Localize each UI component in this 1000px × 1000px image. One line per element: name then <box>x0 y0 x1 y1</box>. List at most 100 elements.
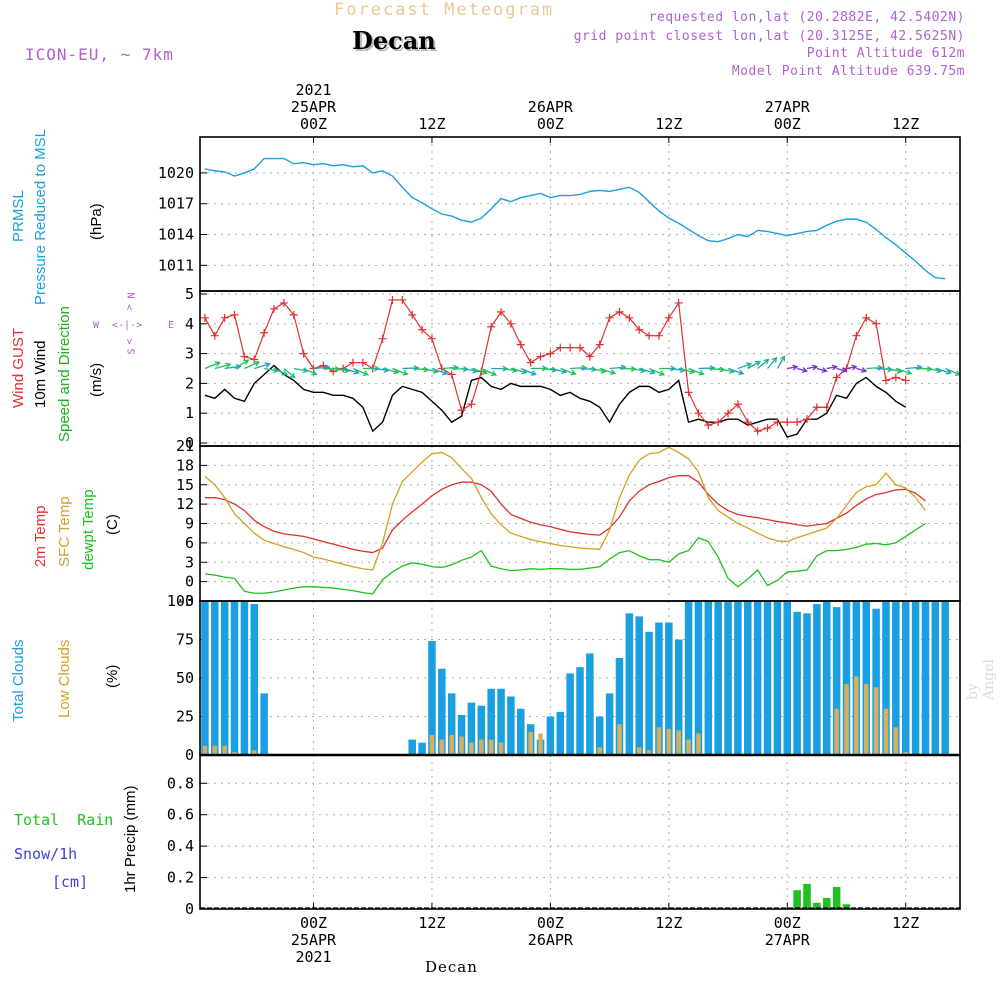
total-cloud-bar <box>882 601 890 755</box>
total-cloud-bar <box>438 668 446 755</box>
rain-bar <box>823 898 831 909</box>
precip-snow-label: Snow/1h <box>14 845 78 863</box>
wind-direction-arrow <box>727 367 745 376</box>
gust-marker <box>546 349 555 358</box>
low-cloud-bar <box>873 687 879 755</box>
total-cloud-bar <box>773 601 782 755</box>
total-cloud-bar <box>753 601 762 755</box>
precip-rain-label: Total Rain <box>14 811 114 829</box>
low-cloud-bar <box>863 684 869 755</box>
y-tick-label: 1 <box>185 404 194 422</box>
wind-direction-arrow <box>560 367 577 376</box>
total-cloud-bar <box>428 641 436 755</box>
y-tick-label: 2 <box>185 374 194 392</box>
bottom-time-label: 25APR <box>291 931 337 949</box>
y-tick-label: 5 <box>185 285 194 303</box>
total-cloud-bar <box>655 622 663 755</box>
gust-marker <box>457 406 466 415</box>
y-tick-label: 0 <box>185 573 194 591</box>
total-cloud-bar <box>586 653 594 755</box>
gust-marker <box>408 310 417 319</box>
total-cloud-bar <box>447 693 456 755</box>
bottom-time-label: 12Z <box>655 914 682 932</box>
compass-e: E <box>168 320 175 331</box>
low-cloud-bar <box>232 751 237 755</box>
gust-marker <box>615 307 624 316</box>
wind-direction-arrow <box>293 367 309 374</box>
gust-marker <box>852 331 861 340</box>
model-name: ICON-EU, ~ 7km <box>25 45 174 64</box>
y-tick-label: 18 <box>176 456 194 474</box>
low-cloud-bar <box>617 724 622 755</box>
gust-marker <box>832 373 841 382</box>
gust-marker <box>378 334 387 343</box>
total-cloud-bar <box>724 601 732 755</box>
y-tick-label: 0.4 <box>167 837 194 855</box>
wind-direction-arrow <box>244 360 261 370</box>
gust-marker <box>714 418 723 427</box>
low-cloud-bar <box>449 734 454 755</box>
y-tick-label: 3 <box>185 345 194 363</box>
y-tick-label: 0 <box>185 746 194 764</box>
total-cloud-bar <box>734 601 742 755</box>
low-cloud-bar <box>854 676 859 755</box>
low-cloud-bar <box>883 708 889 755</box>
total-cloud-bar <box>240 601 249 755</box>
gust-marker <box>398 295 407 304</box>
top-time-label: 12Z <box>655 115 682 133</box>
wind-direction-arrow <box>816 367 828 373</box>
wind-gust-label: Wind GUST <box>10 327 27 408</box>
low-cloud-bar <box>844 684 849 755</box>
total-cloud-bar <box>714 601 722 755</box>
total-cloud-bar <box>921 601 930 755</box>
total-cloud-bar <box>684 601 693 755</box>
gust-marker <box>467 400 476 409</box>
gust-marker <box>230 310 239 319</box>
total-cloud-bar <box>497 688 505 755</box>
gust-marker <box>576 343 584 352</box>
location-title: Decan <box>352 26 436 55</box>
gust-marker <box>210 331 219 340</box>
wind-direction-arrow <box>796 367 809 373</box>
total-cloud-bar <box>220 601 229 755</box>
wind-direction-arrow <box>254 362 271 370</box>
rain-bar <box>803 883 811 909</box>
precip-snow-unit: [cm] <box>52 873 89 891</box>
total-cloud-bar <box>507 696 515 755</box>
rain-bar <box>842 904 851 909</box>
gust-marker <box>872 319 881 328</box>
gust-marker <box>289 310 298 319</box>
temp-2m-label: 2m Temp <box>32 505 49 567</box>
gust-marker <box>901 376 910 385</box>
wind-direction-arrow <box>303 367 318 376</box>
wind-direction-arrow <box>856 367 868 373</box>
y-tick-label: 6 <box>185 534 194 552</box>
total-cloud-bar <box>803 613 811 755</box>
gust-marker <box>793 418 802 427</box>
gust-marker <box>506 319 515 328</box>
point-altitude: Point Altitude 612m <box>806 46 965 61</box>
gust-marker <box>664 313 673 322</box>
wind-direction-arrow <box>431 367 449 376</box>
top-time-label: 00Z <box>537 115 564 133</box>
y-tick-label: 75 <box>176 631 194 649</box>
total-cloud-bar <box>744 601 752 755</box>
gust-marker <box>566 343 575 352</box>
gust-marker <box>516 340 525 349</box>
gust-marker <box>654 331 663 340</box>
wind-direction-arrow <box>471 367 489 375</box>
gust-marker <box>200 313 209 322</box>
wind-direction-arrow <box>639 367 656 375</box>
total-cloud-bar <box>645 631 653 755</box>
pressure-label-1: PRMSL <box>10 190 27 242</box>
gust-marker <box>635 325 644 334</box>
low-cloud-bar <box>903 751 908 755</box>
total-cloud-bar <box>211 601 219 755</box>
total-cloud-bar <box>408 739 416 755</box>
temp-2m-line <box>204 475 926 554</box>
gust-marker <box>724 409 733 418</box>
low-cloud-bar <box>686 739 691 755</box>
compass-arrow-down: < <box>124 338 136 345</box>
compass-n: N <box>126 292 138 299</box>
